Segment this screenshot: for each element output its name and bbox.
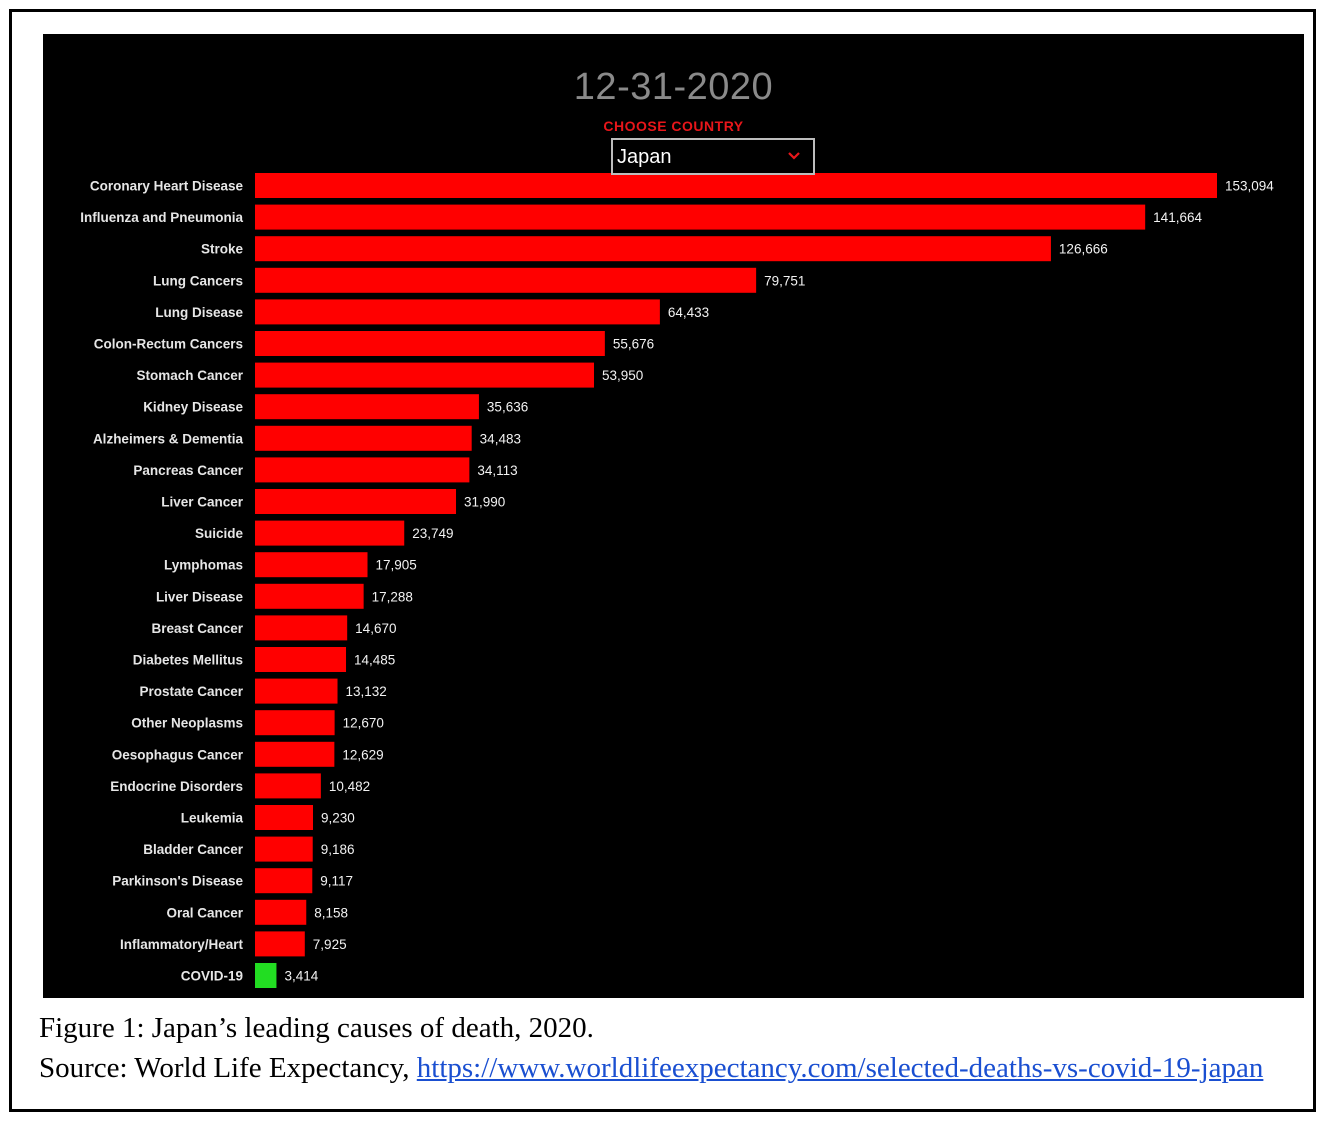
value-label-oesophagus-cancer: 12,629 xyxy=(342,747,383,762)
value-label-other-neoplasms: 12,670 xyxy=(343,716,384,731)
bar-alzheimers-dementia xyxy=(255,425,472,451)
category-label-lymphomas: Lymphomas xyxy=(164,558,243,573)
bar-lung-disease xyxy=(255,299,660,325)
category-label-breast-cancer: Breast Cancer xyxy=(151,621,243,636)
category-label-colon-rectum-cancers: Colon-Rectum Cancers xyxy=(94,337,243,352)
value-label-diabetes-mellitus: 14,485 xyxy=(354,653,395,668)
value-label-endocrine-disorders: 10,482 xyxy=(329,779,370,794)
value-label-kidney-disease: 35,636 xyxy=(487,400,528,415)
value-label-liver-disease: 17,288 xyxy=(372,589,413,604)
category-label-influenza-and-pneumonia: Influenza and Pneumonia xyxy=(80,210,243,225)
bar-leukemia xyxy=(255,805,313,830)
bar-other-neoplasms xyxy=(255,710,335,736)
bar-endocrine-disorders xyxy=(255,773,321,799)
value-label-leukemia: 9,230 xyxy=(321,811,355,826)
category-label-leukemia: Leukemia xyxy=(181,811,244,826)
category-label-other-neoplasms: Other Neoplasms xyxy=(131,716,243,731)
chart-panel: Coronary Heart Disease 153,094 Influenza a… xyxy=(43,34,1304,998)
category-label-prostate-cancer: Prostate Cancer xyxy=(139,684,243,699)
category-label-parkinson-s-disease: Parkinson's Disease xyxy=(112,874,243,889)
bar-stroke xyxy=(255,236,1051,262)
date-title: 12-31-2020 xyxy=(573,66,774,108)
bar-bladder-cancer xyxy=(255,836,313,862)
category-label-pancreas-cancer: Pancreas Cancer xyxy=(133,463,243,478)
caption-title: Figure 1: Japan’s leading causes of deat… xyxy=(39,1012,594,1044)
value-label-suicide: 23,749 xyxy=(412,526,453,541)
value-label-alzheimers-dementia: 34,483 xyxy=(480,431,521,446)
value-label-lung-cancers: 79,751 xyxy=(764,273,805,288)
bar-kidney-disease xyxy=(255,394,479,420)
category-label-liver-disease: Liver Disease xyxy=(156,589,244,604)
category-label-lung-cancers: Lung Cancers xyxy=(153,273,243,288)
caption-source: Source: World Life Expectancy, https://w… xyxy=(39,1048,1319,1088)
value-label-pancreas-cancer: 34,113 xyxy=(477,463,517,478)
value-label-influenza-and-pneumonia: 141,664 xyxy=(1153,210,1202,225)
category-label-oesophagus-cancer: Oesophagus Cancer xyxy=(112,747,244,762)
category-label-coronary-heart-disease: Coronary Heart Disease xyxy=(90,179,244,194)
value-label-colon-rectum-cancers: 55,676 xyxy=(613,337,654,352)
value-label-inflammatory-heart: 7,925 xyxy=(313,937,347,952)
value-label-liver-cancer: 31,990 xyxy=(464,495,505,510)
bar-colon-rectum-cancers xyxy=(255,331,605,356)
bar-diabetes-mellitus xyxy=(255,647,347,672)
category-label-diabetes-mellitus: Diabetes Mellitus xyxy=(133,653,243,668)
value-label-stomach-cancer: 53,950 xyxy=(602,368,643,383)
bar-lung-cancers xyxy=(255,267,757,293)
category-label-suicide: Suicide xyxy=(195,526,244,541)
bar-liver-disease xyxy=(255,583,364,609)
figure-caption: Figure 1: Japan’s leading causes of deat… xyxy=(39,1008,1319,1088)
country-select-value: Japan xyxy=(617,146,672,168)
bar-coronary-heart-disease xyxy=(255,173,1217,198)
bar-suicide xyxy=(255,520,405,546)
category-label-liver-cancer: Liver Cancer xyxy=(161,495,244,510)
bar-chart: Coronary Heart Disease 153,094 Influenza a… xyxy=(80,173,1274,988)
category-label-endocrine-disorders: Endocrine Disorders xyxy=(110,779,243,794)
bar-influenza-and-pneumonia xyxy=(255,204,1146,230)
category-label-lung-disease: Lung Disease xyxy=(155,305,243,320)
value-label-oral-cancer: 8,158 xyxy=(314,905,348,920)
choose-country-label: CHOOSE COUNTRY xyxy=(603,118,744,134)
category-label-kidney-disease: Kidney Disease xyxy=(143,400,243,415)
value-label-bladder-cancer: 9,186 xyxy=(321,842,355,857)
bar-stomach-cancer xyxy=(255,362,595,388)
chevron-down-icon xyxy=(788,152,800,160)
category-label-oral-cancer: Oral Cancer xyxy=(166,905,243,920)
bar-liver-cancer xyxy=(255,489,457,514)
value-label-parkinson-s-disease: 9,117 xyxy=(320,874,353,889)
bar-oesophagus-cancer xyxy=(255,741,335,767)
bar-lymphomas xyxy=(255,552,368,578)
category-label-bladder-cancer: Bladder Cancer xyxy=(143,842,244,857)
category-label-inflammatory-heart: Inflammatory/Heart xyxy=(120,937,244,952)
value-label-covid-19: 3,414 xyxy=(284,969,318,984)
bar-pancreas-cancer xyxy=(255,457,470,483)
value-label-lung-disease: 64,433 xyxy=(668,305,709,320)
country-select[interactable]: Japan xyxy=(611,138,815,175)
bar-oral-cancer xyxy=(255,899,307,925)
category-label-covid-19: COVID-19 xyxy=(181,969,243,984)
source-link[interactable]: https://www.worldlifeexpectancy.com/sele… xyxy=(416,1052,1264,1084)
bar-parkinson-s-disease xyxy=(255,868,313,894)
figure-frame: Coronary Heart Disease 153,094 Influenza a… xyxy=(9,9,1316,1112)
bar-prostate-cancer xyxy=(255,678,338,704)
bar-inflammatory-heart xyxy=(255,931,305,957)
source-prefix: Source: World Life Expectancy, xyxy=(39,1052,417,1084)
value-label-coronary-heart-disease: 153,094 xyxy=(1225,179,1274,194)
value-label-breast-cancer: 14,670 xyxy=(355,621,396,636)
category-label-stroke: Stroke xyxy=(201,242,244,257)
category-label-alzheimers-dementia: Alzheimers & Dementia xyxy=(93,431,244,446)
bar-covid-19 xyxy=(255,963,277,988)
value-label-stroke: 126,666 xyxy=(1059,242,1108,257)
category-label-stomach-cancer: Stomach Cancer xyxy=(136,368,243,383)
value-label-lymphomas: 17,905 xyxy=(376,558,417,573)
bar-breast-cancer xyxy=(255,615,348,641)
value-label-prostate-cancer: 13,132 xyxy=(346,684,387,699)
